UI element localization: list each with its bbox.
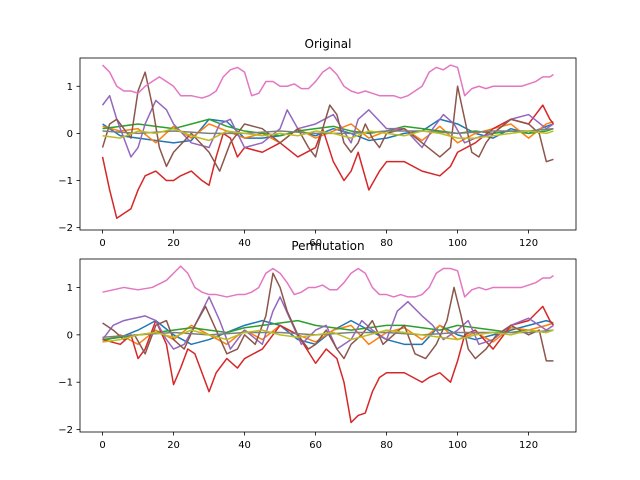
x-tick-label: 120	[519, 440, 538, 451]
y-tick-label: −2	[58, 223, 73, 234]
series-line-9	[102, 127, 554, 142]
x-tick-label: 0	[99, 440, 105, 451]
series-line-4	[102, 305, 555, 424]
x-tick-label: 80	[380, 238, 393, 249]
series-line-5	[101, 296, 554, 350]
axis-layer: 0 20 40 60 80 100 120 −2 −1 0 1	[58, 258, 577, 451]
series-line-6	[101, 71, 554, 172]
axes-frame	[79, 258, 577, 433]
series-line-6	[102, 272, 554, 362]
y-tick-label: 0	[67, 330, 73, 341]
subplot-original: Original 0 20 40 60 80 100 120 −2 −1 0 1	[58, 37, 577, 249]
series-line-9	[102, 329, 554, 343]
x-tick-label: 60	[309, 238, 322, 249]
x-tick-label: 40	[238, 440, 251, 451]
y-tick-label: 0	[67, 129, 73, 140]
y-tick-label: −2	[58, 425, 73, 436]
x-tick-label: 20	[167, 440, 180, 451]
x-tick-label: 100	[448, 238, 467, 249]
series-line-8	[102, 329, 554, 338]
series-line-7	[102, 64, 554, 99]
series-line-3	[102, 319, 554, 341]
x-tick-label: 80	[380, 440, 393, 451]
y-tick-label: 1	[67, 82, 73, 93]
axes-frame	[79, 57, 577, 231]
x-tick-label: 120	[519, 238, 538, 249]
y-tick-label: 1	[67, 283, 73, 294]
x-tick-label: 100	[448, 440, 467, 451]
x-tick-label: 20	[167, 238, 180, 249]
subplot-permutation: 0 20 40 60 80 100 120 −2 −1 0 1 Permutation	[58, 239, 577, 451]
x-tick-label: 60	[309, 440, 322, 451]
series-layer	[101, 64, 555, 219]
y-tick-label: −1	[58, 176, 73, 187]
x-tick-label: 40	[238, 238, 251, 249]
subplot-title: Permutation	[291, 239, 364, 253]
axis-layer: 0 20 40 60 80 100 120 −2 −1 0 1	[58, 57, 577, 249]
series-line-7	[102, 265, 554, 298]
y-tick-label: −1	[58, 378, 73, 389]
subplot-title: Original	[305, 37, 352, 51]
x-tick-label: 0	[99, 238, 105, 249]
series-layer	[101, 265, 555, 424]
series-line-4	[101, 104, 555, 219]
